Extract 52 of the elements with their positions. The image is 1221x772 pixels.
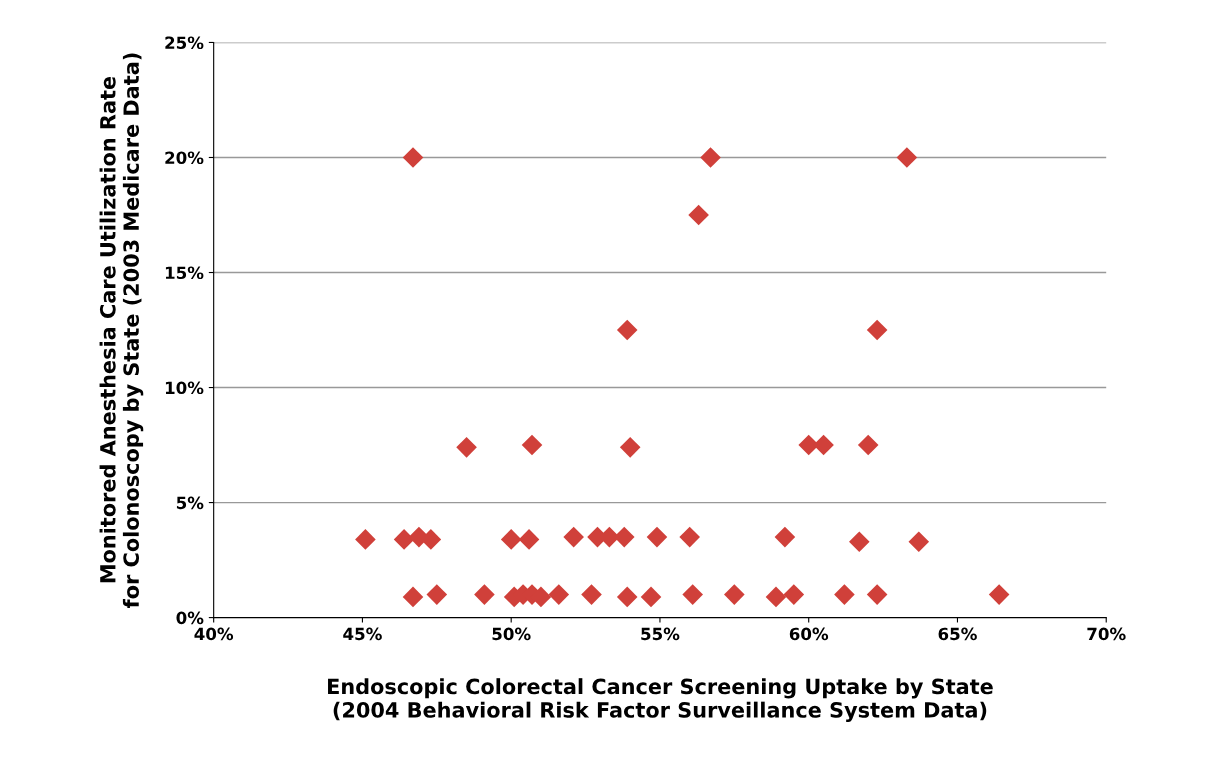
x-tick-label: 70% <box>1087 627 1126 641</box>
x-tick-label: 40% <box>194 627 234 641</box>
y-tick-label: 0% <box>176 611 204 625</box>
point <box>456 437 477 458</box>
point <box>646 526 668 548</box>
x-tick-label: 60% <box>789 627 829 641</box>
point <box>640 586 662 608</box>
point <box>393 529 415 550</box>
point <box>908 531 930 552</box>
point <box>420 529 442 550</box>
point <box>765 586 787 608</box>
point <box>616 586 638 608</box>
point <box>474 584 495 605</box>
point <box>774 526 796 548</box>
point <box>581 584 602 605</box>
point <box>988 584 1010 605</box>
point <box>619 437 641 458</box>
point <box>866 319 888 341</box>
y-tick-label: 20% <box>165 151 204 165</box>
point <box>783 584 805 605</box>
point <box>688 204 709 226</box>
point <box>613 526 635 548</box>
point <box>724 584 745 605</box>
point <box>426 584 448 605</box>
point <box>834 584 855 605</box>
point <box>548 584 570 605</box>
point <box>700 147 721 168</box>
y-axis-title: Monitored Anesthesia Care Utilization Rate for Colonoscopy by State (2003 Medicare Data) <box>99 53 144 608</box>
point <box>500 529 522 550</box>
y-tick-label: 10% <box>165 381 204 395</box>
point <box>521 434 543 456</box>
point <box>402 586 424 608</box>
point <box>813 434 834 456</box>
point <box>679 526 700 548</box>
point <box>518 529 540 550</box>
point <box>563 526 584 548</box>
x-tick-label: 55% <box>641 627 680 641</box>
y-tick-label: 15% <box>165 266 204 280</box>
y-tick-label: 5% <box>176 496 204 510</box>
point <box>896 147 918 168</box>
y-tick-label: 25% <box>165 36 204 50</box>
x-tick-label: 50% <box>492 627 531 641</box>
x-axis-title: Endoscopic Colorectal Cancer Screening Uptake by State (2004 Behavioral Risk Factor Surveillance System Data) <box>328 678 993 722</box>
point <box>866 584 888 605</box>
x-tick-label: 45% <box>343 627 382 641</box>
point <box>355 529 376 550</box>
point <box>616 319 638 341</box>
point <box>848 531 870 552</box>
point <box>857 434 879 456</box>
point <box>402 147 424 168</box>
x-tick-label: 65% <box>938 627 977 641</box>
point <box>682 584 703 605</box>
